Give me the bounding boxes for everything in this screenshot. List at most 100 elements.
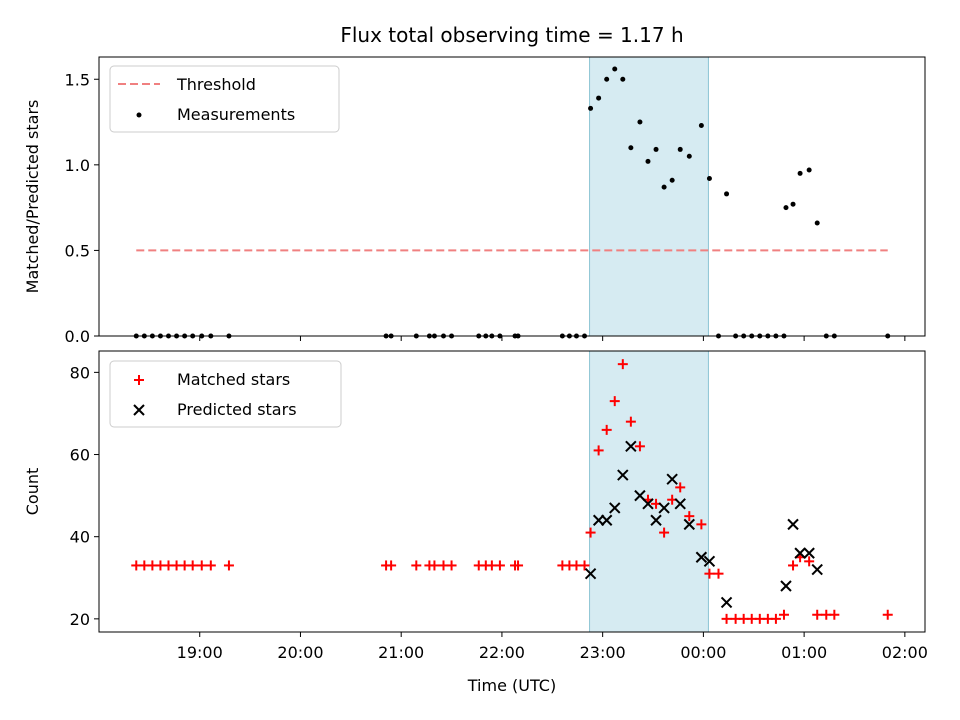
ratio-y-axis-label: Matched/Predicted stars — [23, 100, 42, 294]
counts-s0-point-41 — [696, 519, 707, 530]
counts-s1-point-18 — [794, 547, 806, 559]
counts-s1-point-14 — [703, 555, 716, 568]
ratio-s0-point-40 — [686, 153, 692, 159]
ratio-s0-point-53 — [790, 201, 796, 207]
counts-plot-frame — [98, 350, 926, 633]
counts-s0-point-13 — [411, 560, 422, 571]
counts-s0-point-55 — [812, 609, 823, 620]
ratio-s0-point-28 — [588, 105, 594, 111]
ratio-s0-point-56 — [814, 220, 820, 226]
counts-y-axis-label: Count — [23, 468, 42, 516]
counts-s0-point-42 — [704, 568, 715, 579]
ratio-s0-point-32 — [620, 76, 626, 82]
counts-ytick-label-2: 60 — [70, 446, 90, 465]
counts-ytick-label-1: 40 — [70, 528, 90, 547]
ratio-s0-point-33 — [628, 145, 634, 151]
counts-s0-point-31 — [609, 396, 620, 407]
counts-s1-point-4 — [617, 469, 629, 481]
x-tick-label-5: 00:00 — [680, 643, 726, 662]
ratio-s0-point-42 — [706, 176, 712, 182]
ratio-s0-point-41 — [698, 122, 704, 128]
ratio-s0-point-54 — [797, 170, 803, 176]
ratio-observing-window — [589, 56, 709, 337]
counts-s0-point-23 — [513, 560, 524, 571]
counts-s0-point-39 — [675, 482, 686, 493]
counts-observing-window — [589, 350, 709, 633]
counts-s1-point-8 — [650, 514, 662, 526]
counts-s0-point-28 — [585, 527, 596, 538]
ratio-plot-frame — [98, 56, 926, 337]
ratio-panel: 0.0 0.5 1.0 1.5 Matched/Predicted stars Thr… — [23, 56, 926, 346]
ratio-s0-point-39 — [677, 146, 683, 152]
counts-s0-point-29 — [593, 445, 604, 456]
ratio-s0-point-29 — [596, 95, 602, 101]
counts-s1-point-13 — [695, 551, 708, 563]
ratio-ytick-label-2: 1.0 — [65, 156, 90, 175]
x-tick-label-3: 22:00 — [479, 643, 525, 662]
x-tick-label-6: 01:00 — [781, 643, 827, 662]
x-tick-label-2: 21:00 — [378, 643, 424, 662]
counts-s1-point-12 — [683, 518, 695, 531]
x-axis-label: Time (UTC) — [467, 676, 556, 695]
counts-s0-point-54 — [804, 556, 815, 567]
counts-s1-point-0 — [584, 567, 597, 580]
counts-legend: Matched stars Predicted stars — [109, 360, 342, 428]
legend-predicted-marker — [133, 404, 145, 416]
legend-threshold-label: Threshold — [176, 75, 256, 94]
counts-s0-point-7 — [187, 560, 198, 571]
counts-s0-point-58 — [882, 609, 893, 620]
counts-s0-point-12 — [386, 560, 397, 571]
counts-s0-point-52 — [788, 560, 799, 571]
ratio-s0-point-30 — [604, 76, 610, 82]
counts-s0-point-43 — [713, 568, 724, 579]
x-tick-label-4: 23:00 — [580, 643, 626, 662]
counts-s0-point-33 — [625, 416, 636, 427]
counts-s0-point-37 — [659, 527, 670, 538]
counts-s0-point-17 — [446, 560, 457, 571]
counts-s0-point-34 — [634, 441, 645, 452]
counts-s0-point-8 — [196, 560, 207, 571]
counts-s1-point-17 — [787, 518, 799, 531]
x-tick-label-0: 19:00 — [177, 643, 223, 662]
legend-predicted-swatch — [133, 404, 145, 416]
counts-s0-point-57 — [829, 609, 840, 620]
counts-ytick-label-0: 20 — [70, 610, 90, 629]
counts-s0-point-15 — [429, 560, 440, 571]
counts-s0-point-40 — [684, 511, 695, 522]
ratio-legend: Threshold Measurements — [109, 65, 340, 133]
counts-s1-point-2 — [600, 514, 613, 526]
counts-s0-point-51 — [778, 609, 789, 620]
ratio-s0-point-44 — [724, 191, 730, 197]
ratio-s0-point-35 — [645, 158, 651, 164]
counts-s1-point-7 — [642, 498, 654, 510]
counts-s0-point-32 — [617, 359, 628, 370]
ratio-s0-point-55 — [806, 167, 812, 173]
counts-s1-point-5 — [625, 440, 637, 453]
legend-predicted-label: Predicted stars — [177, 400, 297, 419]
ratio-legend-box — [109, 65, 340, 133]
counts-panel: 20 40 60 80 19:00 20:00 21:00 22:00 23:00 00:00 0… — [23, 350, 928, 695]
counts-s1-point-16 — [780, 580, 792, 592]
ratio-s0-point-37 — [661, 184, 667, 190]
chart-title: Flux total observing time = 1.17 h — [340, 23, 683, 47]
counts-ytick-label-3: 80 — [70, 363, 90, 382]
x-tick-label-1: 20:00 — [277, 643, 323, 662]
counts-s1-point-20 — [811, 563, 823, 576]
ratio-ytick-label-3: 1.5 — [65, 70, 90, 89]
counts-s0-point-27 — [579, 560, 590, 571]
ratio-s0-point-31 — [612, 66, 618, 72]
counts-s0-point-50 — [770, 613, 781, 624]
ratio-ytick-label-0: 0.0 — [65, 327, 90, 346]
ratio-ytick-label-1: 0.5 — [65, 241, 90, 260]
counts-s1-point-3 — [609, 502, 621, 514]
legend-matched-marker — [134, 375, 144, 385]
ratio-s0-point-38 — [669, 177, 675, 183]
counts-s0-point-30 — [601, 424, 612, 435]
counts-s1-point-10 — [666, 473, 678, 485]
counts-s0-point-21 — [494, 560, 505, 571]
counts-s0-point-44 — [721, 613, 732, 624]
counts-s1-point-11 — [674, 498, 686, 510]
counts-s1-point-9 — [658, 502, 670, 514]
x-tick-label-7: 02:00 — [882, 643, 928, 662]
